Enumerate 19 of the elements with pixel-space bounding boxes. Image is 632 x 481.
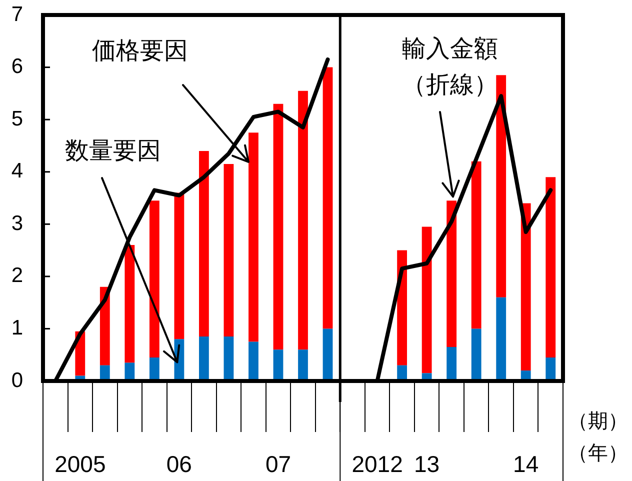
text: 価格要因 [92, 38, 188, 65]
y-tick-label: 1 [11, 316, 23, 340]
text: （期） [568, 410, 628, 433]
y-tick-label: 7 [11, 2, 23, 26]
text: 数量要因 [65, 138, 161, 165]
y-tick-label: 4 [11, 160, 24, 183]
x-tick-label: 13 [414, 451, 440, 478]
y-tick-label: 3 [11, 212, 23, 235]
x-tick-label: 2012 [352, 451, 403, 478]
text: （年） [568, 442, 628, 465]
x-tick-label: 06 [166, 451, 192, 478]
y-tick-label: 2 [11, 264, 23, 288]
x-tick-label: 14 [513, 451, 539, 478]
x-tick-label: 2005 [54, 451, 106, 478]
y-tick-label: 6 [11, 55, 23, 78]
x-tick-label: 07 [265, 451, 292, 478]
y-tick-label: 5 [11, 107, 23, 130]
y-tick-label: 0 [11, 368, 23, 392]
series-label: 輸入金額（折線） [402, 36, 498, 99]
